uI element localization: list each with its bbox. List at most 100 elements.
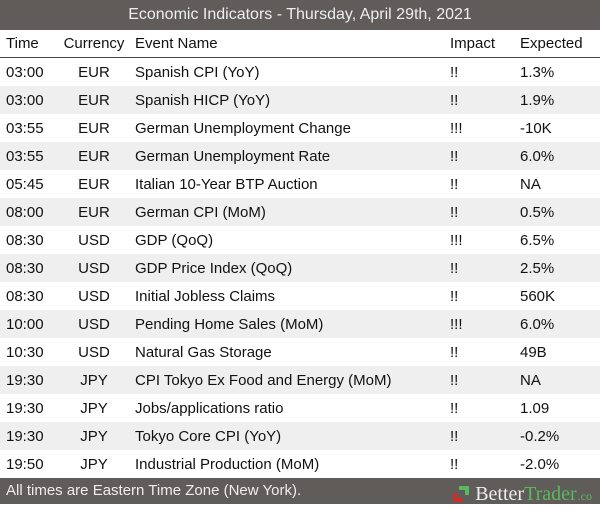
cell-time: 03:00 xyxy=(6,91,44,109)
cell-currency: EUR xyxy=(78,147,110,165)
cell-expected: 1.3% xyxy=(520,63,555,81)
cell-event: Pending Home Sales (MoM) xyxy=(135,315,324,333)
table-row: 10:30 USD Natural Gas Storage!! 49B xyxy=(0,338,600,366)
cell-time: 19:30 xyxy=(6,371,44,389)
cell-impact: !! xyxy=(450,175,459,193)
cell-impact: !! xyxy=(450,259,459,277)
cell-expected: 2.5% xyxy=(520,259,555,277)
logo-mark-icon xyxy=(453,485,470,502)
cell-time: 08:30 xyxy=(6,287,44,305)
cell-time: 08:30 xyxy=(6,259,44,277)
cell-time: 08:30 xyxy=(6,231,44,249)
table-row: 03:55 EUR German Unemployment Change!!! -10… xyxy=(0,114,600,142)
cell-impact: !! xyxy=(450,147,459,165)
cell-time: 10:30 xyxy=(6,343,44,361)
table-row: 03:00 EUR Spanish CPI (YoY)!! 1.3% xyxy=(0,58,600,86)
cell-impact: !! xyxy=(450,399,459,417)
cell-currency: USD xyxy=(78,343,110,361)
cell-event: Spanish HICP (YoY) xyxy=(135,91,271,109)
cell-impact: !! xyxy=(450,287,459,305)
cell-expected: 0.5% xyxy=(520,203,555,221)
cell-currency: EUR xyxy=(78,91,110,109)
table-row: 19:30 JPY Jobs/applications ratio!! 1.09 xyxy=(0,394,600,422)
cell-impact: !! xyxy=(450,371,459,389)
cell-expected: -0.2% xyxy=(520,427,560,445)
cell-currency: EUR xyxy=(78,175,110,193)
cell-time: 08:00 xyxy=(6,203,44,221)
table-row: 08:30 USD GDP (QoQ)!!! 6.5% xyxy=(0,226,600,254)
cell-expected: 6.5% xyxy=(520,231,555,249)
cell-expected: 1.9% xyxy=(520,91,555,109)
cell-impact: !! xyxy=(450,455,459,473)
cell-impact: !! xyxy=(450,203,459,221)
cell-impact: !! xyxy=(450,91,459,109)
col-currency: Currency xyxy=(63,35,125,52)
cell-expected: 49B xyxy=(520,343,547,361)
cell-currency: EUR xyxy=(78,203,110,221)
cell-expected: NA xyxy=(520,371,541,389)
timezone-note: All times are Eastern Time Zone (New Yor… xyxy=(6,482,302,499)
cell-currency: EUR xyxy=(78,63,110,81)
table-row: 19:30 JPY Tokyo Core CPI (YoY)!! -0.2% xyxy=(0,422,600,450)
cell-expected: -2.0% xyxy=(520,455,560,473)
cell-currency: JPY xyxy=(80,455,108,473)
cell-expected: NA xyxy=(520,175,541,193)
cell-time: 19:30 xyxy=(6,427,44,445)
col-time: Time xyxy=(6,35,39,52)
table-row: 03:55 EUR German Unemployment Rate!! 6.0% xyxy=(0,142,600,170)
cell-time: 03:55 xyxy=(6,119,44,137)
table-row: 05:45 EUR Italian 10-Year BTP Auction!! NA xyxy=(0,170,600,198)
bettertrader-logo: Better Trader .co xyxy=(453,478,592,509)
cell-event: Industrial Production (MoM) xyxy=(135,455,320,473)
cell-impact: !!! xyxy=(450,315,463,333)
table-row: 08:30 USD Initial Jobless Claims!! 560K xyxy=(0,282,600,310)
col-impact: Impact xyxy=(450,35,496,52)
cell-event: German CPI (MoM) xyxy=(135,203,266,221)
cell-impact: !!! xyxy=(450,231,463,249)
cell-currency: JPY xyxy=(80,427,108,445)
cell-impact: !! xyxy=(450,63,459,81)
table-row: 08:30 USD GDP Price Index (QoQ)!! 2.5% xyxy=(0,254,600,282)
cell-time: 19:30 xyxy=(6,399,44,417)
table-row: 03:00 EUR Spanish HICP (YoY)!! 1.9% xyxy=(0,86,600,114)
cell-impact: !! xyxy=(450,427,459,445)
cell-expected: -10K xyxy=(520,119,552,137)
table-row: 08:00 EUR German CPI (MoM)!! 0.5% xyxy=(0,198,600,226)
cell-time: 19:50 xyxy=(6,455,44,473)
cell-expected: 6.0% xyxy=(520,315,555,333)
cell-event: Initial Jobless Claims xyxy=(135,287,276,305)
cell-event: German Unemployment Change xyxy=(135,119,351,137)
cell-currency: USD xyxy=(78,259,110,277)
cell-event: Tokyo Core CPI (YoY) xyxy=(135,427,282,445)
cell-time: 10:00 xyxy=(6,315,44,333)
cell-expected: 1.09 xyxy=(520,399,550,417)
cell-expected: 560K xyxy=(520,287,556,305)
col-event: Event Name xyxy=(135,35,218,52)
cell-time: 03:00 xyxy=(6,63,44,81)
cell-currency: USD xyxy=(78,231,110,249)
cell-currency: USD xyxy=(78,315,110,333)
col-expected: Expected xyxy=(520,35,583,52)
cell-impact: !! xyxy=(450,343,459,361)
page-title: Economic Indicators - Thursday, April 29… xyxy=(0,0,600,30)
table-row: 19:50 JPY Industrial Production (MoM)!! -2.… xyxy=(0,450,600,478)
table-row: 19:30 JPY CPI Tokyo Ex Food and Energy (Mo… xyxy=(0,366,600,394)
table-header: Time Currency Event Name Impact Expected xyxy=(0,30,600,58)
cell-event: GDP Price Index (QoQ) xyxy=(135,259,293,277)
cell-event: Italian 10-Year BTP Auction xyxy=(135,175,318,193)
cell-event: CPI Tokyo Ex Food and Energy (MoM) xyxy=(135,371,392,389)
cell-event: GDP (QoQ) xyxy=(135,231,214,249)
cell-currency: USD xyxy=(78,287,110,305)
cell-event: Natural Gas Storage xyxy=(135,343,272,361)
cell-time: 05:45 xyxy=(6,175,44,193)
cell-time: 03:55 xyxy=(6,147,44,165)
cell-event: German Unemployment Rate xyxy=(135,147,331,165)
cell-currency: JPY xyxy=(80,371,108,389)
cell-impact: !!! xyxy=(450,119,463,137)
cell-event: Jobs/applications ratio xyxy=(135,399,284,417)
table-row: 10:00 USD Pending Home Sales (MoM)!!! 6.0% xyxy=(0,310,600,338)
cell-event: Spanish CPI (YoY) xyxy=(135,63,260,81)
footer: All times are Eastern Time Zone (New Yor… xyxy=(0,478,600,505)
cell-currency: EUR xyxy=(78,119,110,137)
cell-currency: JPY xyxy=(80,399,108,417)
